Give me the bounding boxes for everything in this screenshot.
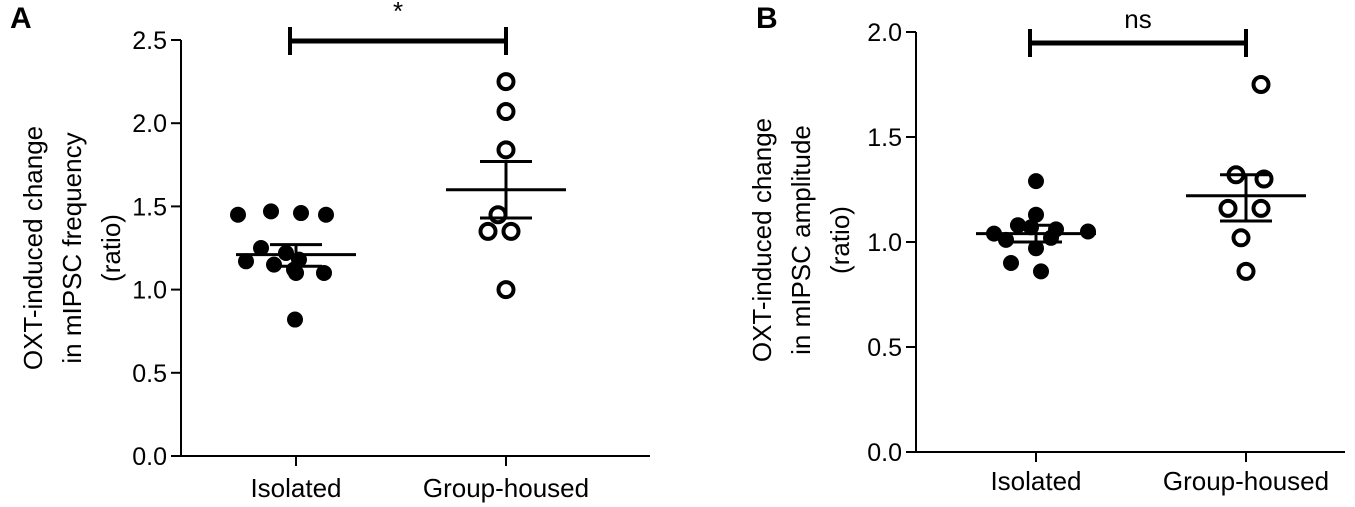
- y-axis-label-line: OXT-induced change: [747, 118, 777, 362]
- data-point-filled: [293, 205, 309, 222]
- data-point-filled: [288, 264, 304, 281]
- data-point-filled: [230, 206, 246, 223]
- data-point-open: [1251, 198, 1271, 218]
- data-point-open: [478, 221, 498, 241]
- y-axis-label-line: (ratio): [825, 206, 855, 274]
- y-tick-label: 0.5: [867, 334, 902, 362]
- panel-b: B OXT-induced change in mIPSC amplitude (ra…: [747, 2, 1345, 496]
- y-tick-label: 1.0: [867, 229, 902, 257]
- panel-letter: B: [756, 2, 778, 35]
- data-point-filled: [253, 240, 269, 256]
- y-tick-label: 2.5: [132, 27, 167, 55]
- data-point-open: [1251, 75, 1271, 94]
- data-point-filled: [998, 231, 1014, 248]
- y-tick-label: 1.0: [132, 277, 167, 305]
- data-point-open: [488, 205, 508, 225]
- significance-label: *: [393, 0, 403, 26]
- y-tick-label: 0.0: [132, 443, 167, 471]
- data-point-filled: [266, 256, 282, 273]
- data-point-open: [496, 280, 516, 300]
- data-point-filled: [1028, 173, 1044, 190]
- data-point-filled: [1033, 263, 1049, 280]
- data-point-open: [496, 72, 516, 92]
- y-tick-label: 0.0: [867, 439, 902, 467]
- data-point-filled: [238, 253, 254, 270]
- data-point-filled: [1080, 223, 1096, 240]
- data-point-filled: [287, 311, 303, 328]
- data-point-filled: [316, 264, 332, 281]
- significance-label: ns: [1124, 4, 1151, 34]
- panel-a: A OXT-induced change in mIPSC frequency (ra…: [10, 0, 650, 503]
- y-tick-label: 2.0: [132, 110, 167, 138]
- data-point-open: [496, 140, 516, 160]
- y-tick-label: 0.5: [132, 360, 167, 388]
- data-point-filled: [318, 206, 334, 223]
- data-point-filled: [1028, 240, 1044, 257]
- data-point-filled: [278, 244, 294, 261]
- y-tick-label: 2.0: [867, 19, 902, 47]
- data-point-open: [1236, 261, 1256, 281]
- data-point-filled: [1028, 206, 1044, 223]
- x-tick-label: Group-housed: [423, 473, 589, 503]
- y-axis-label-line: (ratio): [96, 214, 126, 282]
- y-axis-label-line: in mIPSC frequency: [57, 132, 87, 363]
- data-point-open: [1231, 228, 1251, 248]
- data-point-filled: [1003, 255, 1019, 271]
- y-tick-label: 1.5: [132, 193, 167, 221]
- x-tick-label: Group-housed: [1163, 466, 1329, 496]
- data-point-open: [1218, 198, 1238, 218]
- y-axis-label-line: OXT-induced change: [18, 126, 48, 370]
- x-tick-label: Isolated: [990, 466, 1081, 496]
- data-point-open: [496, 102, 516, 122]
- y-tick-label: 1.5: [867, 124, 902, 152]
- x-tick-label: Isolated: [250, 473, 341, 503]
- data-point-open: [501, 221, 521, 241]
- y-axis-label-line: in mIPSC amplitude: [786, 125, 816, 355]
- data-point-filled: [263, 203, 279, 220]
- panel-letter: A: [10, 2, 32, 35]
